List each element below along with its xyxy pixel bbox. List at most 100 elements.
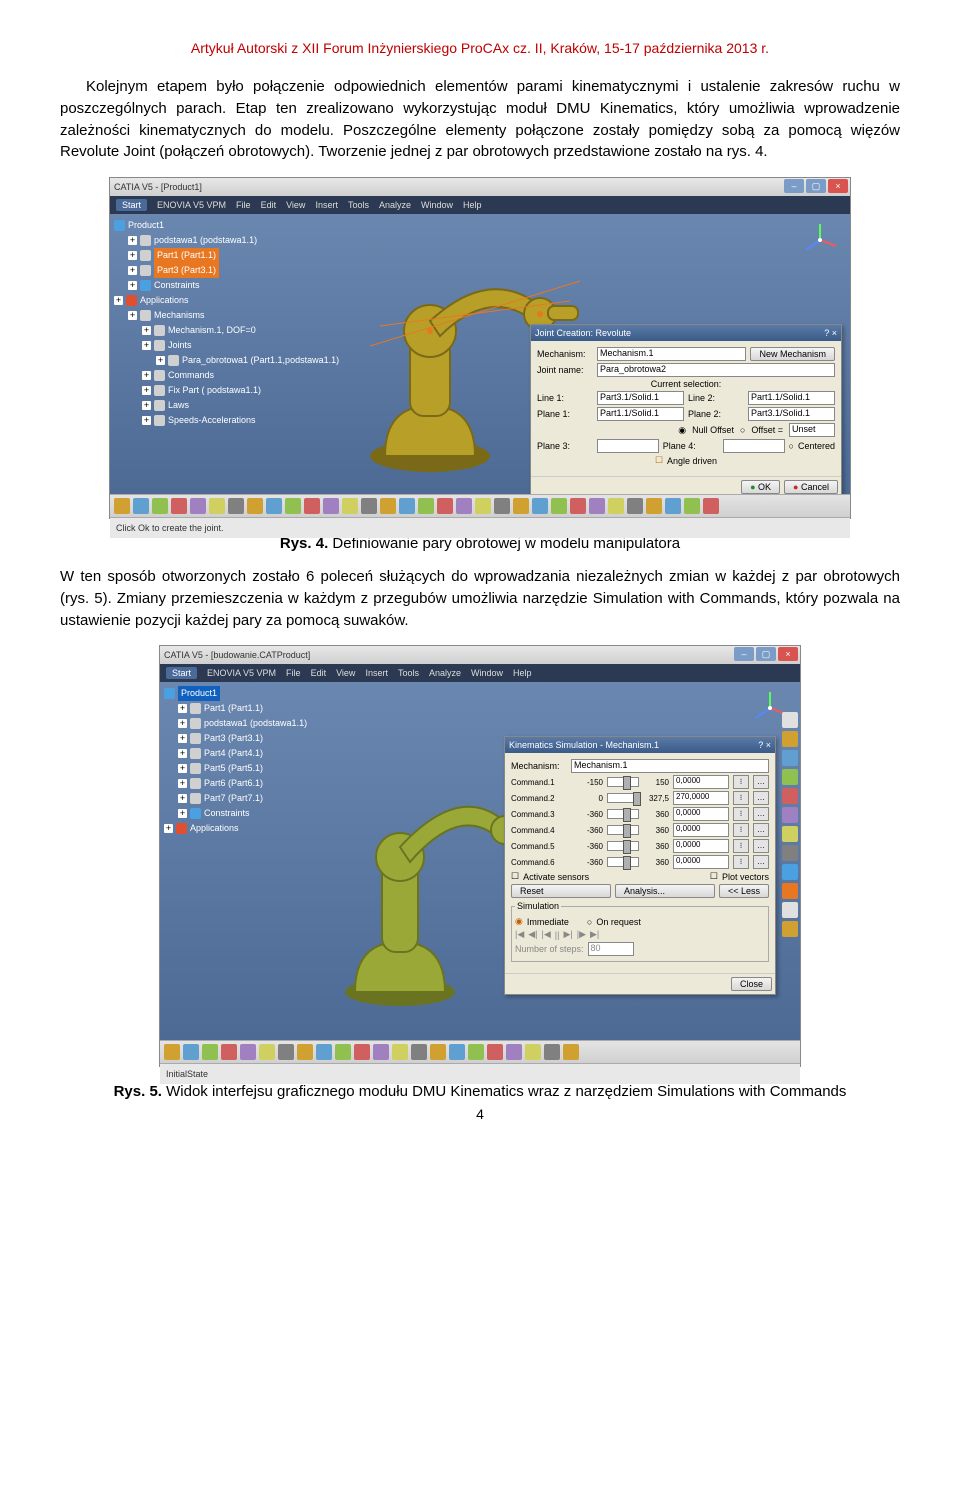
toolbar-icon[interactable]	[570, 498, 586, 514]
analysis-button[interactable]: Analysis...	[615, 884, 715, 898]
toolbar-icon[interactable]	[684, 498, 700, 514]
plot-vectors-checkbox[interactable]: ☐	[710, 871, 718, 882]
tree-item[interactable]: +Constraints	[128, 278, 339, 293]
command-value[interactable]: 0,0000	[673, 823, 729, 837]
toolbar-icon[interactable]	[373, 1044, 389, 1060]
minimize-button[interactable]: –	[734, 647, 754, 661]
tree-item[interactable]: +Applications	[164, 821, 307, 836]
transport-icon[interactable]: ||	[555, 930, 560, 940]
plane2-input[interactable]: Part3.1/Solid.1	[748, 407, 835, 421]
tree-item[interactable]: +Applications	[114, 293, 339, 308]
tree-item[interactable]: +Speeds-Accelerations	[142, 413, 339, 428]
toolbar-icon[interactable]	[468, 1044, 484, 1060]
menu-insert[interactable]: Insert	[315, 200, 338, 210]
toolbar-icon[interactable]	[418, 498, 434, 514]
toolbar-icon[interactable]	[646, 498, 662, 514]
toolbar-icon[interactable]	[342, 498, 358, 514]
command-slider[interactable]	[607, 793, 639, 803]
offset-input[interactable]: Unset	[789, 423, 835, 437]
side-tool-icon[interactable]	[782, 807, 798, 823]
toolbar-icon[interactable]	[392, 1044, 408, 1060]
side-tool-icon[interactable]	[782, 921, 798, 937]
cancel-button[interactable]: ● Cancel	[784, 480, 838, 494]
menu-file[interactable]: File	[286, 668, 301, 678]
line1-input[interactable]: Part3.1/Solid.1	[597, 391, 684, 405]
menu-edit[interactable]: Edit	[311, 668, 327, 678]
toolbar-icon[interactable]	[183, 1044, 199, 1060]
toolbar-icon[interactable]	[316, 1044, 332, 1060]
close-button[interactable]: ×	[778, 647, 798, 661]
toolbar-icon[interactable]	[430, 1044, 446, 1060]
side-tool-icon[interactable]	[782, 712, 798, 728]
plane4-input[interactable]	[723, 439, 785, 453]
tree-item[interactable]: +Part5 (Part5.1)	[178, 761, 307, 776]
toolbar-icon[interactable]	[133, 498, 149, 514]
tree-item[interactable]: +podstawa1 (podstawa1.1)	[178, 716, 307, 731]
toolbar-icon[interactable]	[532, 498, 548, 514]
command-more[interactable]: …	[753, 807, 769, 821]
command-more[interactable]: …	[753, 775, 769, 789]
command-more[interactable]: …	[753, 839, 769, 853]
toolbar-icon[interactable]	[506, 1044, 522, 1060]
toolbar-icon[interactable]	[323, 498, 339, 514]
toolbar-icon[interactable]	[247, 498, 263, 514]
tree-item[interactable]: +Part4 (Part4.1)	[178, 746, 307, 761]
tree-item[interactable]: +podstawa1 (podstawa1.1)	[128, 233, 339, 248]
toolbar-icon[interactable]	[361, 498, 377, 514]
toolbar-icon[interactable]	[114, 498, 130, 514]
tree-item[interactable]: +Fix Part ( podstawa1.1)	[142, 383, 339, 398]
tree-item[interactable]: +Part7 (Part7.1)	[178, 791, 307, 806]
command-value[interactable]: 0,0000	[673, 839, 729, 853]
command-spinner[interactable]: ⁝	[733, 807, 749, 821]
toolbar-icon[interactable]	[551, 498, 567, 514]
side-tool-icon[interactable]	[782, 750, 798, 766]
side-tool-icon[interactable]	[782, 864, 798, 880]
mechanism-dropdown[interactable]: Mechanism.1	[597, 347, 746, 361]
menu-help[interactable]: Help	[463, 200, 482, 210]
viewport-3d[interactable]: Product1+Part1 (Part1.1)+podstawa1 (pods…	[160, 682, 800, 1040]
less-button[interactable]: << Less	[719, 884, 769, 898]
command-more[interactable]: …	[753, 823, 769, 837]
dialog-close-icon[interactable]: ? ×	[758, 740, 771, 750]
toolbar-icon[interactable]	[354, 1044, 370, 1060]
command-value[interactable]: 0,0000	[673, 775, 729, 789]
toolbar-icon[interactable]	[437, 498, 453, 514]
command-value[interactable]: 0,0000	[673, 807, 729, 821]
activate-sensors-checkbox[interactable]: ☐	[511, 871, 519, 882]
toolbar-icon[interactable]	[525, 1044, 541, 1060]
toolbar-icon[interactable]	[449, 1044, 465, 1060]
maximize-button[interactable]: ▢	[756, 647, 776, 661]
transport-icon[interactable]: ▶|	[590, 929, 599, 940]
menu-edit[interactable]: Edit	[261, 200, 277, 210]
toolbar-icon[interactable]	[304, 498, 320, 514]
command-slider[interactable]	[607, 841, 639, 851]
menu-analyze[interactable]: Analyze	[429, 668, 461, 678]
toolbar-icon[interactable]	[544, 1044, 560, 1060]
null-offset-radio[interactable]: ◉	[678, 425, 686, 436]
dialog-help-icon[interactable]: ? ×	[824, 328, 837, 338]
toolbar-icon[interactable]	[335, 1044, 351, 1060]
command-value[interactable]: 270,0000	[673, 791, 729, 805]
menu-tools[interactable]: Tools	[348, 200, 369, 210]
toolbar-icon[interactable]	[221, 1044, 237, 1060]
tree-item[interactable]: +Para_obrotowa1 (Part1.1,podstawa1.1)	[156, 353, 339, 368]
command-spinner[interactable]: ⁝	[733, 855, 749, 869]
mechanism-dropdown[interactable]: Mechanism.1	[571, 759, 769, 773]
centered-radio[interactable]: ○	[789, 441, 794, 451]
tree-item[interactable]: +Mechanism.1, DOF=0	[142, 323, 339, 338]
tree-item[interactable]: +Constraints	[178, 806, 307, 821]
plane3-input[interactable]	[597, 439, 659, 453]
command-more[interactable]: …	[753, 791, 769, 805]
menu-enovia-v5-vpm[interactable]: ENOVIA V5 VPM	[157, 200, 226, 210]
close-dialog-button[interactable]: Close	[731, 977, 772, 991]
toolbar-icon[interactable]	[411, 1044, 427, 1060]
close-button[interactable]: ×	[828, 179, 848, 193]
toolbar-icon[interactable]	[266, 498, 282, 514]
menu-view[interactable]: View	[286, 200, 305, 210]
line2-input[interactable]: Part1.1/Solid.1	[748, 391, 835, 405]
viewport-3d[interactable]: Product1+podstawa1 (podstawa1.1)+Part1 (…	[110, 214, 850, 494]
offset-radio[interactable]: ○	[740, 425, 745, 435]
menu-view[interactable]: View	[336, 668, 355, 678]
toolbar-icon[interactable]	[456, 498, 472, 514]
spec-tree[interactable]: Product1+podstawa1 (podstawa1.1)+Part1 (…	[114, 218, 339, 428]
